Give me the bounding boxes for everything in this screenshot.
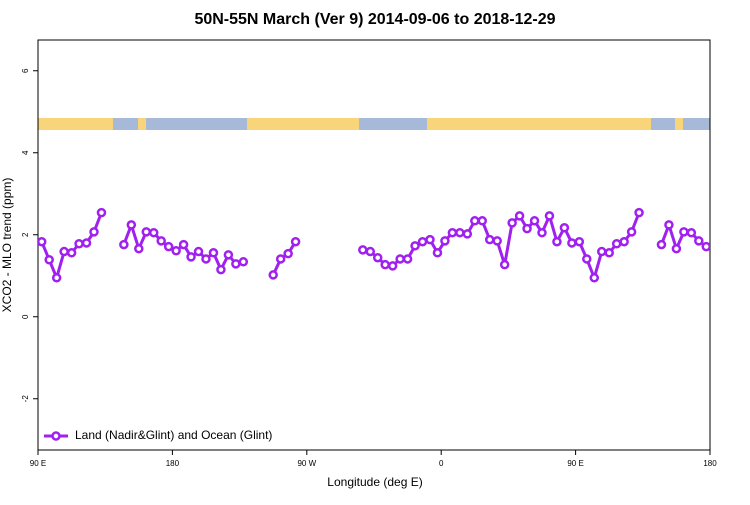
data-point xyxy=(89,227,99,237)
data-point xyxy=(216,264,226,275)
y-tick-label: -2 xyxy=(21,395,30,403)
data-point xyxy=(96,207,107,218)
legend-label: Land (Nadir&Glint) and Ocean (Glint) xyxy=(75,428,272,442)
data-point xyxy=(507,218,517,228)
data-point xyxy=(44,255,54,265)
data-point xyxy=(193,246,204,257)
data-point xyxy=(365,246,376,257)
data-point xyxy=(686,227,697,238)
data-point xyxy=(596,246,607,257)
data-point xyxy=(81,238,92,248)
data-point xyxy=(589,273,600,283)
y-tick-label: 6 xyxy=(21,68,30,73)
data-point xyxy=(148,227,159,238)
legend-marker xyxy=(51,431,61,441)
data-point xyxy=(358,245,368,255)
x-axis-label: Longitude (deg E) xyxy=(327,475,422,489)
data-point xyxy=(178,239,189,250)
data-point xyxy=(417,236,428,247)
data-point xyxy=(440,236,450,246)
data-point xyxy=(238,257,249,267)
data-point xyxy=(477,216,488,226)
data-point xyxy=(38,236,47,247)
x-tick-label: 90 E xyxy=(567,459,583,468)
data-point xyxy=(694,236,704,246)
data-point xyxy=(290,236,301,247)
data-point xyxy=(201,254,211,264)
x-tick-label: 0 xyxy=(439,459,444,468)
data-point xyxy=(664,220,674,230)
data-point xyxy=(537,227,547,238)
land-ocean-strip xyxy=(38,118,710,130)
data-point xyxy=(455,227,465,238)
data-point xyxy=(529,216,540,226)
data-point xyxy=(134,243,144,254)
data-point xyxy=(372,252,383,263)
data-point xyxy=(559,223,570,233)
data-point xyxy=(544,211,555,221)
data-point xyxy=(522,223,532,234)
data-point xyxy=(208,248,219,258)
data-point xyxy=(671,243,682,254)
data-point xyxy=(163,241,174,252)
data-point xyxy=(395,254,405,264)
data-point xyxy=(492,236,502,246)
x-tick-label: 90 W xyxy=(297,459,316,468)
x-tick-label: 90 E xyxy=(30,459,46,468)
data-point xyxy=(470,216,480,226)
data-point xyxy=(51,273,62,283)
data-point xyxy=(402,254,413,264)
data-point xyxy=(268,270,278,280)
data-point xyxy=(619,236,629,247)
data-point xyxy=(552,236,562,247)
data-point xyxy=(141,227,152,237)
data-point xyxy=(582,254,592,264)
data-point xyxy=(499,259,510,270)
data-point xyxy=(74,239,84,249)
data-point xyxy=(119,239,129,250)
data-point xyxy=(656,239,667,250)
data-point xyxy=(634,207,644,218)
data-point xyxy=(462,229,473,239)
chart-title: 50N-55N March (Ver 9) 2014-09-06 to 2018… xyxy=(194,11,555,28)
data-point xyxy=(410,241,420,251)
y-tick-label: 4 xyxy=(21,150,30,155)
data-point xyxy=(126,220,137,230)
data-point xyxy=(223,250,234,260)
data-point xyxy=(275,254,286,264)
plot-area xyxy=(38,207,710,283)
data-point xyxy=(66,248,77,258)
y-tick-label: 0 xyxy=(21,314,30,319)
data-point xyxy=(701,241,710,252)
y-axis-label: XCO2 - MLO trend (ppm) xyxy=(0,178,14,313)
data-point xyxy=(574,236,585,247)
data-point xyxy=(514,211,525,221)
data-point xyxy=(156,236,166,246)
data-point xyxy=(447,227,458,238)
data-point xyxy=(59,246,69,257)
x-tick-label: 180 xyxy=(166,459,180,468)
data-point xyxy=(283,248,293,259)
data-point xyxy=(231,259,241,269)
data-point xyxy=(387,261,398,271)
data-point xyxy=(611,239,622,249)
data-point xyxy=(604,248,614,258)
y-tick-label: 2 xyxy=(21,232,30,237)
data-point xyxy=(432,248,443,258)
data-point xyxy=(380,259,390,270)
data-point xyxy=(425,234,435,245)
x-tick-label: 180 xyxy=(703,459,717,468)
data-point xyxy=(626,227,637,237)
data-point xyxy=(679,227,689,237)
data-point xyxy=(171,245,181,256)
data-point xyxy=(484,234,495,245)
data-point xyxy=(186,252,196,262)
data-point xyxy=(567,238,577,248)
